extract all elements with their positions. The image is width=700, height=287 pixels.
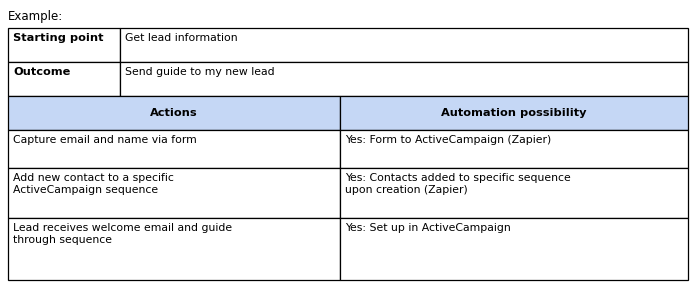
Bar xyxy=(340,96,688,130)
Text: Add new contact to a specific
ActiveCampaign sequence: Add new contact to a specific ActiveCamp… xyxy=(13,173,174,195)
Text: Outcome: Outcome xyxy=(13,67,71,77)
Text: Capture email and name via form: Capture email and name via form xyxy=(13,135,197,145)
Text: Yes: Contacts added to specific sequence
upon creation (Zapier): Yes: Contacts added to specific sequence… xyxy=(345,173,570,195)
Bar xyxy=(8,28,120,62)
Text: Send guide to my new lead: Send guide to my new lead xyxy=(125,67,274,77)
Bar xyxy=(120,28,688,62)
Bar xyxy=(8,62,120,96)
Text: Yes: Form to ActiveCampaign (Zapier): Yes: Form to ActiveCampaign (Zapier) xyxy=(345,135,552,145)
Text: Lead receives welcome email and guide
through sequence: Lead receives welcome email and guide th… xyxy=(13,223,232,245)
Bar xyxy=(340,130,688,168)
Bar xyxy=(8,218,340,280)
Bar xyxy=(120,62,688,96)
Bar xyxy=(8,168,340,218)
Bar xyxy=(8,130,340,168)
Bar xyxy=(8,96,340,130)
Text: Starting point: Starting point xyxy=(13,33,104,43)
Bar xyxy=(340,218,688,280)
Text: Automation possibility: Automation possibility xyxy=(441,108,587,118)
Text: Yes: Set up in ActiveCampaign: Yes: Set up in ActiveCampaign xyxy=(345,223,511,233)
Text: Get lead information: Get lead information xyxy=(125,33,237,43)
Text: Actions: Actions xyxy=(150,108,198,118)
Text: Example:: Example: xyxy=(8,10,63,23)
Bar xyxy=(340,168,688,218)
